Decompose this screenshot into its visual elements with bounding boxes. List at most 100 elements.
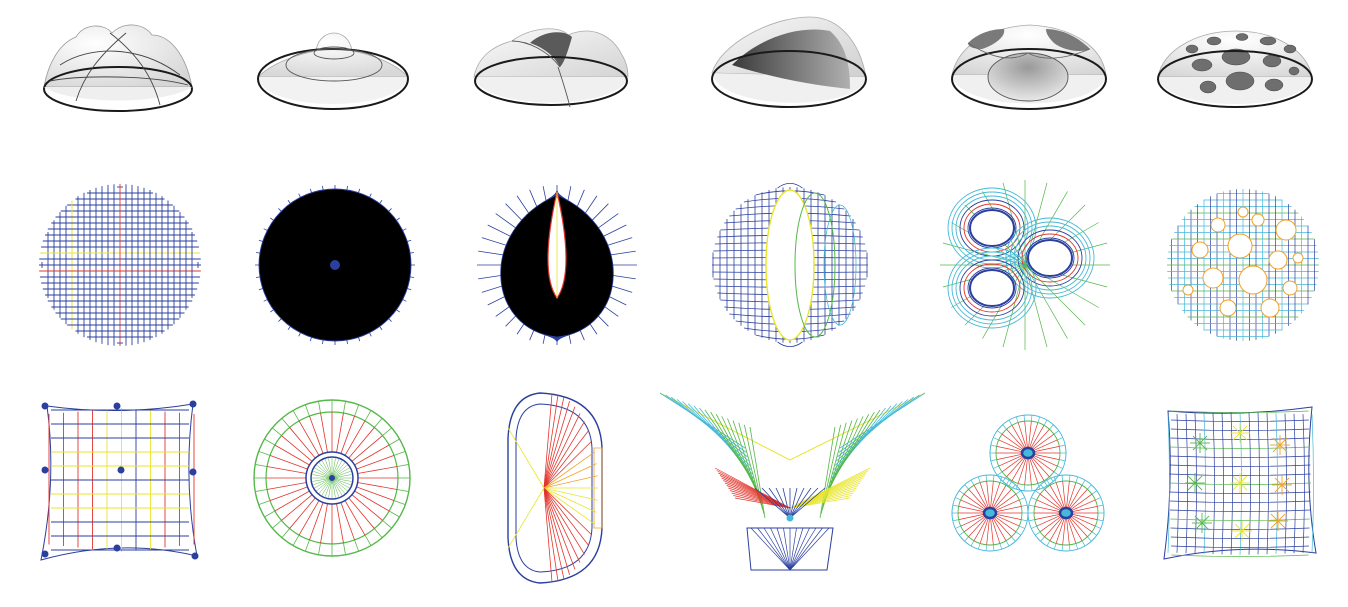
blue-member: [789, 487, 812, 519]
yellow-member: [789, 495, 852, 509]
lobe-strut: [955, 525, 961, 529]
perforation: [1260, 298, 1280, 318]
lobe-spoke: [1036, 499, 1061, 511]
lobe-spoke: [1069, 517, 1088, 538]
lobe-spoke: [1033, 455, 1058, 467]
lobe-strut: [1095, 525, 1101, 529]
lobe-spoke: [1031, 428, 1050, 449]
star-member: [1199, 442, 1208, 451]
hub-spoke: [331, 470, 351, 479]
ring-strut: [374, 528, 383, 539]
lobe-strut: [977, 543, 981, 550]
lobe-spoke: [1039, 516, 1062, 533]
node: [191, 552, 199, 560]
lobe-strut: [1097, 504, 1104, 507]
hub-spoke: [321, 460, 333, 479]
lobe-strut: [1043, 419, 1048, 426]
lobe-strut: [1075, 543, 1079, 550]
spoke: [309, 502, 324, 541]
lobe-strut: [1081, 479, 1086, 486]
star-member: [1241, 523, 1250, 532]
ring-strut: [354, 539, 360, 552]
hub-spoke: [331, 467, 350, 479]
lobe-strut: [1015, 416, 1019, 423]
grid-member: [1284, 413, 1287, 554]
lobe-spoke: [1011, 425, 1026, 448]
force-networks-row: [0, 388, 1348, 588]
lobe-spoke: [1055, 518, 1065, 544]
butterfly-network: [655, 388, 930, 573]
lobe-spoke: [986, 518, 990, 545]
fan-member: [543, 487, 597, 513]
hole: [969, 209, 1015, 247]
spoke: [281, 435, 313, 462]
stepped-dome: [254, 15, 414, 120]
lobe-strut: [964, 536, 969, 542]
fan-member: [543, 397, 565, 489]
hub-spoke: [328, 477, 333, 498]
perforation: [1238, 265, 1268, 295]
ring-strut: [292, 534, 300, 546]
fan-member: [543, 487, 598, 501]
fan-member: [543, 451, 595, 489]
star-member: [1194, 482, 1203, 491]
lobe-strut: [1087, 536, 1092, 542]
wing-member: [832, 405, 892, 475]
lobe-strut: [959, 490, 965, 495]
lobe-strut: [1008, 419, 1013, 426]
grid-member: [1221, 412, 1224, 555]
lobe-spoke: [1069, 488, 1088, 509]
lobe-strut: [977, 476, 981, 483]
grid-member: [1302, 414, 1305, 553]
wing-member: [687, 403, 752, 471]
lobe-strut: [997, 471, 1003, 476]
base-frame: [746, 527, 834, 571]
lobe-strut: [1031, 525, 1037, 529]
hub-spoke: [328, 458, 333, 479]
parallel: [777, 341, 803, 348]
base-member: [750, 527, 791, 571]
grid-member: [1275, 413, 1278, 554]
ellipse-hole: [765, 189, 815, 341]
lobe-spoke: [993, 517, 1012, 538]
lobe-strut: [1015, 531, 1021, 536]
lobe-strut: [1046, 479, 1051, 486]
lobe-strut: [1057, 465, 1063, 469]
wing-member: [743, 424, 765, 514]
lobe-strut: [997, 430, 1003, 435]
elliptical-hole-mesh: [705, 180, 875, 350]
node: [113, 402, 121, 410]
lobe-strut: [1057, 437, 1063, 441]
ring-strut: [382, 427, 393, 436]
star-member: [1277, 513, 1286, 522]
spoke: [1024, 264, 1068, 339]
ring-strut: [354, 404, 360, 417]
lobe-spoke: [1067, 518, 1077, 544]
fan-member: [543, 487, 553, 583]
hub-spoke: [312, 477, 333, 482]
lobe-hub: [982, 506, 998, 520]
star-member: [1187, 475, 1196, 484]
star-member: [1281, 477, 1290, 486]
perforated-mesh: [1158, 180, 1328, 350]
lobe-strut: [1061, 544, 1064, 551]
parallel: [777, 182, 803, 189]
lobe-spoke: [1017, 458, 1027, 484]
lobe-spoke: [992, 518, 1007, 541]
blue-member: [789, 487, 805, 519]
lobe-strut: [985, 544, 988, 551]
star-member: [1192, 435, 1201, 444]
edge-member: [507, 487, 545, 549]
spoke: [269, 486, 308, 501]
ring-strut: [393, 500, 406, 506]
lobe-spoke: [990, 518, 994, 545]
spoke: [356, 455, 395, 470]
lobe-strut: [1081, 540, 1086, 547]
spoke: [351, 494, 383, 521]
spoke: [348, 497, 375, 529]
hub-spoke: [331, 477, 351, 486]
spoke: [348, 427, 375, 459]
lobe-strut: [1023, 415, 1026, 422]
base-member: [789, 527, 830, 571]
star-member: [1241, 530, 1250, 539]
